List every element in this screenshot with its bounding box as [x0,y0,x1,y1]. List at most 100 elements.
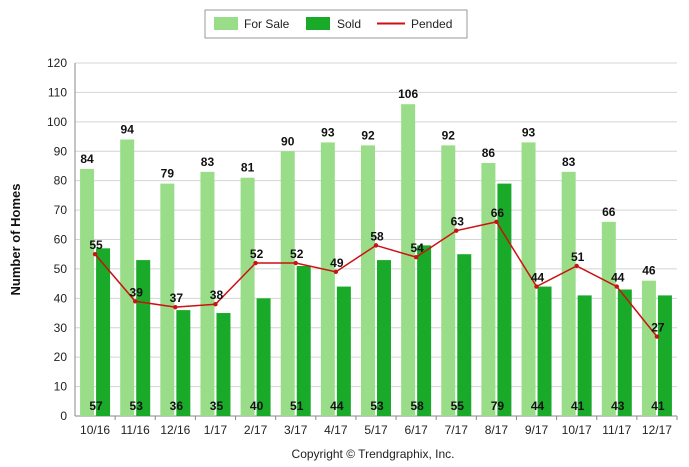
y-tick-label: 70 [54,203,68,217]
sold-bar [417,245,432,416]
sold-value-label: 53 [370,399,384,413]
pended-value-label: 38 [210,288,224,302]
y-tick-label: 100 [47,115,67,129]
pended-value-label: 63 [451,215,465,229]
for-sale-value-label: 92 [442,128,456,142]
x-tick-label: 4/17 [324,423,348,437]
pended-value-label: 66 [491,206,505,220]
legend-swatch-sold [306,17,330,30]
x-tick-label: 11/17 [602,423,631,437]
sold-bar [657,295,672,416]
x-axis: 10/16 11/16 12/16 1/17 2/17 3/17 4/17 5/17 6/17 7… [80,416,678,437]
pended-point [253,260,258,266]
for-sale-value-label: 66 [602,205,616,219]
copyright-footer: Copyright © Trendgraphix, Inc. [292,447,455,461]
sold-value-label: 41 [651,399,665,413]
sold-value-label: 41 [571,399,585,413]
for-sale-value-label: 84 [80,152,94,166]
x-tick-label: 1/17 [204,423,228,437]
y-tick-label: 50 [54,262,68,276]
y-tick-label: 120 [47,56,67,70]
x-tick-label: 12/17 [642,423,672,437]
pended-value-label: 44 [531,271,545,285]
y-axis: 0 10 20 30 40 50 60 70 80 90 100 110 120 [47,56,677,423]
sold-value-label: 53 [130,399,144,413]
x-tick-label: 7/17 [445,423,469,437]
y-tick-label: 10 [54,380,68,394]
sold-bar [96,248,111,416]
y-tick-label: 40 [54,291,68,305]
pended-value-label: 27 [651,321,665,335]
legend: For Sale Sold Pended [204,9,468,39]
for-sale-value-label: 83 [562,155,576,169]
legend-box [204,9,468,39]
for-sale-value-label: 83 [201,155,215,169]
sold-bar [537,286,552,416]
for-sale-bar [481,163,496,416]
sold-value-label: 44 [531,399,545,413]
for-sale-value-label: 92 [361,128,375,142]
sold-bar [216,313,231,416]
y-axis-label: Number of Homes [8,184,23,296]
sold-value-label: 55 [451,399,465,413]
pended-value-label: 55 [89,238,103,252]
sold-bar [457,254,472,416]
for-sale-bar [240,177,255,416]
legend-label-sold: Sold [337,17,361,31]
pended-point [333,269,339,275]
pended-point [614,284,619,289]
for-sale-value-label: 81 [241,161,255,175]
for-sale-bar [80,168,95,416]
for-sale-bar [361,145,375,416]
sold-value-label: 79 [491,399,505,413]
legend-label-pended: Pended [411,17,452,31]
sold-value-label: 35 [210,399,224,413]
for-sale-value-label: 46 [642,264,656,278]
sold-value-label: 58 [410,399,424,413]
sold-value-label: 57 [89,399,103,413]
x-tick-label: 6/17 [404,423,428,437]
for-sale-bar [280,151,295,416]
y-tick-label: 0 [60,409,67,423]
sold-bar [617,289,632,416]
pended-value-label: 39 [130,285,144,299]
x-tick-label: 5/17 [364,423,388,437]
for-sale-value-label: 86 [482,146,496,160]
for-sale-bar [401,104,416,416]
x-tick-label: 8/17 [485,423,509,437]
pended-point [133,299,138,304]
sold-bar [176,310,191,416]
y-tick-label: 90 [54,144,68,158]
for-sale-bar [641,280,656,416]
for-sale-bar [200,171,215,416]
data-labels: 84 57 94 53 79 36 83 35 81 40 90 51 93 44 92 53 106 58 92 5… [80,87,665,413]
for-sale-bar [561,171,576,416]
for-sale-value-label: 93 [522,125,536,139]
for-sale-value-label: 90 [281,134,295,148]
for-sale-bar [160,183,175,416]
x-tick-label: 11/16 [121,423,150,437]
for-sale-value-label: 106 [398,87,418,101]
pended-point [574,263,579,269]
pended-point [454,228,459,233]
legend-swatch-for-sale [214,17,238,30]
x-tick-label: 3/17 [284,423,308,437]
pended-line-group [92,219,660,339]
for-sale-bar [601,221,616,416]
y-tick-label: 80 [54,174,68,188]
for-sale-bar [320,142,335,417]
pended-point [413,254,419,260]
pended-value-label: 58 [370,229,384,243]
x-tick-label: 10/16 [80,423,110,437]
pended-point [534,284,539,289]
for-sale-bar [521,142,536,417]
pended-point [494,219,499,225]
y-tick-label: 110 [48,85,67,99]
sold-value-label: 40 [250,399,264,413]
sold-bar [256,298,271,416]
x-tick-label: 12/16 [160,423,190,437]
x-tick-label: 9/17 [525,423,549,437]
sold-value-label: 51 [290,399,304,413]
